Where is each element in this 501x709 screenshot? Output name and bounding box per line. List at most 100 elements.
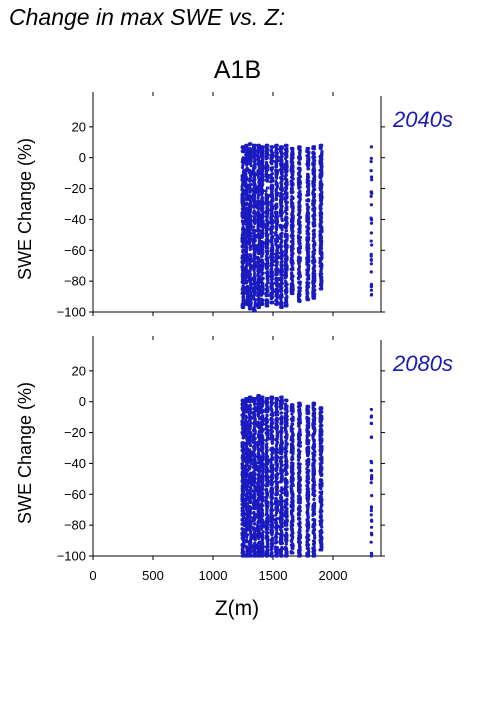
data-point — [253, 218, 257, 222]
data-point — [313, 248, 317, 252]
data-point — [241, 261, 246, 265]
data-point — [249, 222, 253, 227]
data-point — [271, 218, 275, 223]
data-point — [266, 242, 270, 247]
data-point — [291, 177, 295, 181]
data-point — [319, 152, 324, 156]
data-point — [253, 429, 257, 434]
data-point — [261, 145, 265, 149]
data-point — [265, 249, 270, 254]
data-point — [298, 235, 302, 239]
data-point — [320, 266, 324, 270]
data-point — [252, 271, 257, 276]
data-point — [291, 240, 295, 244]
data-point — [291, 275, 295, 279]
data-point — [298, 229, 302, 233]
data-point — [261, 467, 265, 471]
data-point — [291, 160, 295, 165]
data-point — [275, 263, 279, 267]
data-point — [266, 223, 270, 228]
data-point — [369, 191, 374, 195]
data-point — [285, 207, 289, 212]
data-point — [280, 154, 284, 159]
data-point — [261, 154, 265, 158]
data-point — [249, 307, 253, 311]
data-point — [241, 281, 246, 285]
data-point — [241, 199, 246, 203]
data-point — [280, 263, 284, 268]
data-point — [253, 237, 257, 241]
y-tick-label: −100 — [57, 549, 86, 564]
data-point — [298, 215, 303, 220]
data-point — [249, 540, 253, 544]
data-point — [369, 288, 373, 292]
data-point — [266, 173, 270, 178]
data-point — [261, 472, 265, 477]
data-point — [291, 223, 295, 227]
data-point — [285, 177, 289, 182]
data-point — [241, 454, 246, 458]
data-point — [261, 298, 265, 302]
data-point — [266, 246, 270, 250]
data-point — [271, 255, 275, 260]
data-point — [249, 506, 253, 510]
data-point — [369, 258, 374, 262]
data-point — [249, 547, 253, 551]
data-point — [319, 284, 324, 288]
data-point — [253, 419, 257, 423]
data-point — [285, 223, 289, 227]
data-point — [320, 226, 324, 230]
y-tick-label: −20 — [64, 181, 86, 196]
data-point — [285, 192, 289, 196]
data-point — [285, 266, 289, 270]
data-point — [312, 235, 316, 239]
data-point — [275, 172, 279, 176]
data-point — [291, 190, 295, 194]
data-point — [280, 255, 284, 259]
data-point — [249, 303, 253, 308]
data-point — [253, 201, 257, 205]
data-point — [284, 250, 289, 254]
data-point — [312, 145, 317, 149]
data-point — [306, 257, 311, 261]
data-point — [266, 256, 270, 260]
data-point — [252, 425, 256, 429]
data-point — [280, 166, 284, 170]
data-point — [249, 537, 253, 541]
data-point — [248, 403, 252, 408]
data-point — [270, 226, 274, 230]
data-point — [298, 180, 302, 184]
data-point — [242, 193, 246, 197]
data-point — [261, 533, 265, 538]
data-point — [249, 276, 253, 280]
data-point — [280, 170, 284, 174]
data-point — [242, 248, 246, 252]
data-point — [249, 231, 253, 236]
data-point — [306, 179, 310, 183]
data-point — [313, 288, 317, 292]
data-point — [253, 158, 257, 162]
data-point — [298, 220, 302, 224]
data-point — [285, 282, 289, 287]
data-point — [291, 246, 295, 251]
data-point — [275, 176, 279, 180]
data-point — [249, 433, 253, 437]
data-point — [261, 232, 265, 236]
data-point — [241, 546, 245, 551]
data-point — [320, 202, 324, 206]
data-point — [245, 186, 249, 190]
data-point — [249, 459, 253, 463]
data-point — [249, 214, 253, 218]
data-point — [280, 289, 284, 293]
data-point — [298, 286, 302, 290]
data-point — [320, 143, 324, 147]
data-point — [275, 260, 279, 264]
x-tick-label: 0 — [89, 568, 96, 583]
data-point — [307, 232, 311, 236]
data-point — [257, 186, 261, 191]
data-point — [241, 219, 246, 224]
data-point — [280, 217, 284, 221]
data-point — [320, 194, 324, 198]
data-point — [280, 204, 284, 208]
